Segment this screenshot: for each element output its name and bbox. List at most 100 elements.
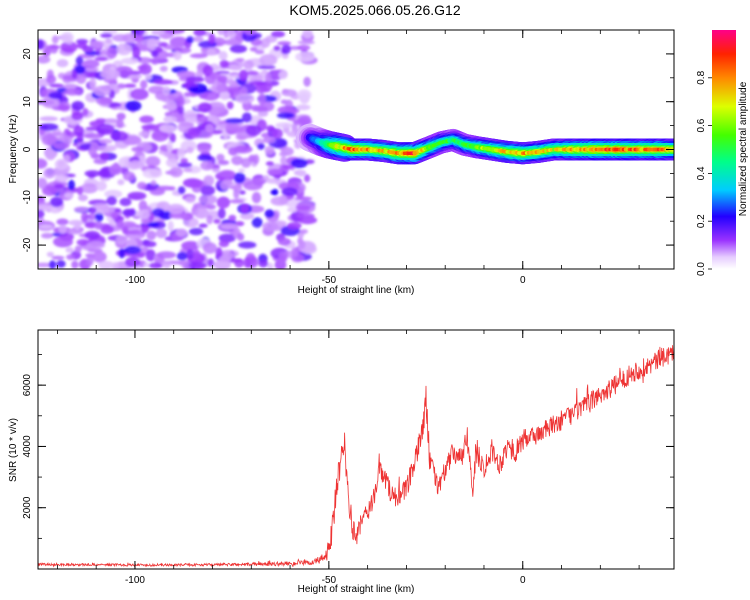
noise-blob [254, 50, 265, 55]
noise-blob [71, 100, 85, 111]
colorbar-label: Normalized spectral amplitude [738, 81, 749, 216]
noise-blob [48, 91, 63, 99]
noise-blob [122, 171, 136, 181]
noise-blob [197, 102, 212, 113]
snr-y-tick-label: 6000 [22, 374, 33, 397]
noise-blob [56, 218, 69, 226]
noise-blob [98, 260, 115, 269]
noise-blob [186, 146, 194, 154]
noise-blob [75, 73, 87, 85]
noise-blob [104, 189, 123, 199]
noise-blob [151, 58, 159, 65]
noise-blob [128, 160, 145, 170]
noise-blob [123, 83, 137, 89]
noise-blob [114, 208, 122, 213]
noise-blob [278, 251, 288, 263]
noise-blob [125, 257, 141, 268]
noise-blob [234, 172, 246, 184]
snr-x-tick-label: 0 [520, 575, 526, 586]
noise-blob [186, 249, 195, 260]
noise-blob [188, 227, 204, 236]
noise-blob [177, 186, 186, 195]
noise-blob [211, 167, 220, 173]
noise-blob [257, 93, 266, 106]
noise-blob [169, 212, 188, 219]
noise-blob [122, 208, 136, 217]
noise-blob [39, 116, 58, 122]
noise-blob [244, 30, 257, 36]
spectrogram-y-tick-label: -10 [22, 190, 33, 205]
snr-series-line [38, 345, 674, 568]
noise-blob [234, 221, 245, 227]
noise-blob [209, 72, 221, 81]
noise-blob [65, 247, 74, 253]
noise-blob [189, 53, 208, 59]
noise-blob [297, 40, 315, 45]
noise-blob [106, 145, 118, 150]
noise-blob [192, 249, 201, 260]
colorbar-tick-label: 0.6 [696, 118, 707, 132]
noise-blob [165, 30, 185, 35]
noise-blob [298, 240, 306, 250]
noise-blob [252, 154, 260, 165]
noise-blob [272, 128, 283, 139]
noise-blob [43, 168, 56, 179]
noise-blob [235, 93, 255, 104]
noise-blob [205, 123, 214, 133]
noise-blob [243, 181, 263, 191]
noise-blob [117, 179, 125, 186]
snr-x-tick-label: -50 [322, 575, 337, 586]
noise-blob [74, 65, 85, 74]
noise-blob [277, 41, 292, 46]
snr-ylabel: SNR (10 * v/v) [8, 418, 19, 482]
noise-blob [74, 245, 82, 253]
noise-blob [75, 56, 84, 66]
noise-blob [152, 132, 161, 139]
noise-blob [266, 168, 284, 175]
noise-blob [164, 111, 174, 117]
noise-blob [213, 218, 221, 224]
noise-blob [140, 79, 148, 90]
noise-blob [279, 151, 288, 157]
noise-blob [143, 262, 151, 268]
noise-blob [228, 147, 238, 156]
spectrogram-x-tick-label: 0 [520, 275, 526, 286]
noise-blob [292, 118, 313, 126]
noise-blob [168, 186, 176, 191]
noise-blob [304, 174, 311, 183]
noise-blob [139, 115, 154, 124]
noise-blob [241, 112, 252, 123]
noise-blob [106, 47, 118, 59]
noise-blob [265, 178, 280, 184]
noise-blob [139, 63, 152, 75]
noise-blob [173, 51, 182, 61]
noise-blob [177, 162, 193, 168]
noise-blob [246, 70, 259, 76]
noise-blob [257, 110, 269, 117]
noise-blob [101, 118, 120, 124]
noise-blob [95, 181, 107, 191]
spectrogram-xlabel: Height of straight line (km) [298, 285, 415, 296]
noise-blob [96, 123, 115, 135]
noise-blob [54, 183, 64, 189]
noise-blob [144, 74, 152, 80]
noise-blob [240, 203, 250, 215]
noise-blob [218, 233, 236, 243]
noise-blob [95, 96, 113, 106]
noise-blob [282, 164, 294, 170]
noise-blob [50, 196, 64, 208]
noise-blob [187, 126, 202, 137]
colorbar-gradient [712, 30, 736, 269]
noise-blob [53, 236, 73, 248]
noise-blob [175, 228, 188, 237]
noise-blob [259, 54, 278, 66]
noise-blob [296, 205, 311, 211]
noise-blob [236, 58, 245, 62]
noise-blob [245, 124, 262, 136]
noise-blob [206, 214, 213, 225]
noise-blob [90, 142, 99, 151]
noise-blob [217, 30, 225, 36]
noise-blob [271, 30, 285, 38]
